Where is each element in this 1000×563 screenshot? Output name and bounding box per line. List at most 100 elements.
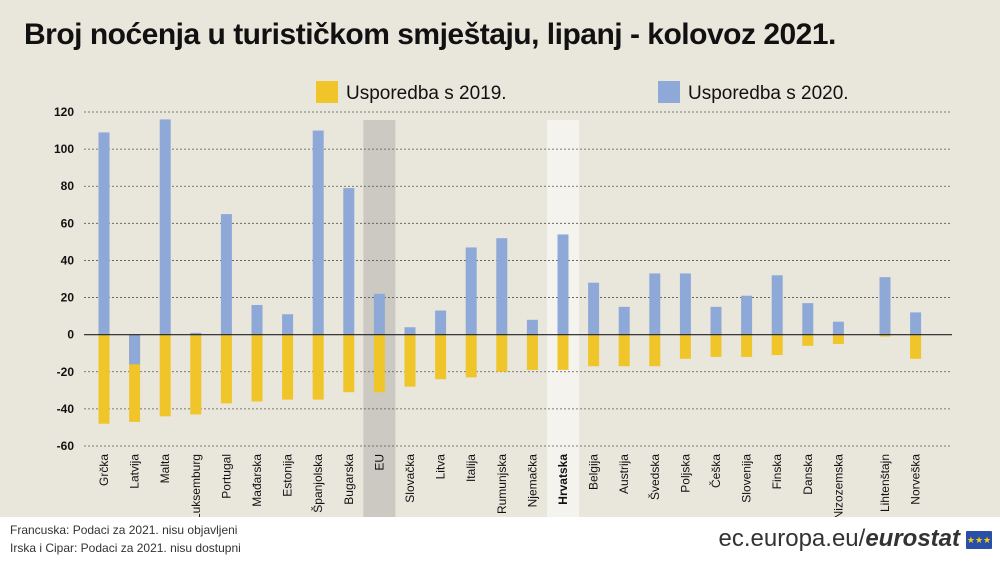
bar-vs2020	[373, 293, 385, 335]
bar-vs2020	[312, 130, 324, 335]
chart-title: Broj noćenja u turističkom smještaju, li…	[24, 18, 836, 51]
bar-vs2020	[343, 188, 355, 335]
bar-vs2019	[343, 334, 355, 393]
bar-vs2019	[710, 334, 722, 357]
category-label: Norveška	[909, 454, 923, 505]
category-label: Švedska	[647, 454, 662, 500]
chart-area: 120 100 80 60 40 20 0 -20 -40 -60 Grčka Latvija Mal…	[54, 81, 952, 517]
bar-vs2019	[771, 334, 783, 356]
bar-vs2019	[741, 334, 753, 357]
category-label: Belgija	[587, 454, 601, 490]
bar-vs2020	[557, 234, 569, 335]
y-tick-label: -20	[57, 365, 75, 379]
bar-vs2020	[679, 273, 691, 335]
y-axis-tick-labels: 120 100 80 60 40 20 0 -20 -40 -60	[54, 105, 74, 453]
bar-vs2019	[404, 334, 416, 387]
category-label: Španjolska	[310, 454, 325, 513]
y-tick-label: 20	[61, 291, 75, 305]
eurostat-site-link[interactable]: ec.europa.eu/eurostat	[719, 525, 960, 553]
category-label: Mađarska	[250, 454, 264, 507]
bar-vs2019	[832, 334, 844, 344]
bar-vs2019	[879, 334, 891, 337]
category-label: Slovačka	[403, 454, 417, 503]
category-label: Danska	[801, 454, 815, 495]
y-tick-label: 120	[54, 105, 74, 119]
category-label: Rumunjska	[495, 454, 509, 514]
legend-swatch-vs2020	[658, 81, 680, 103]
bar-vs2019	[251, 334, 263, 402]
site-brand: eurostat	[865, 525, 960, 552]
legend-label-vs2019: Usporedba s 2019.	[346, 83, 507, 104]
bar-vs2019	[190, 334, 202, 415]
bar-vs2020	[404, 327, 416, 335]
category-label: Finska	[770, 454, 784, 490]
bar-vs2019	[649, 334, 661, 367]
bar-vs2019	[588, 334, 600, 367]
bar-vs2019	[220, 334, 232, 404]
bar-vs2019	[526, 334, 538, 370]
bar-vs2020	[129, 334, 141, 365]
bar-vs2019	[129, 334, 141, 422]
bar-vs2020	[159, 119, 171, 335]
category-label: Bugarska	[342, 454, 356, 505]
y-tick-label: -60	[57, 439, 75, 453]
bar-vs2019	[618, 334, 630, 367]
category-label: Malta	[158, 454, 172, 484]
category-label: Austrija	[617, 454, 631, 494]
y-tick-label: 80	[61, 179, 75, 193]
category-label: Italija	[464, 454, 478, 482]
bar-vs2019	[910, 334, 922, 359]
category-label: Njemačka	[525, 454, 539, 508]
category-label: Estonija	[281, 454, 295, 497]
bar-vs2020	[771, 275, 783, 335]
bar-vs2020	[190, 332, 202, 335]
bar-vs2019	[312, 334, 324, 400]
bar-vs2020	[496, 238, 508, 335]
eu-flag-icon: ★★★	[966, 531, 992, 549]
bar-vs2019	[557, 334, 569, 370]
category-label: Češka	[708, 454, 723, 488]
category-label: Luksemburg	[189, 454, 203, 517]
footnote-france: Francuska: Podaci za 2021. nisu objavlje…	[10, 523, 238, 537]
y-tick-label: 60	[61, 216, 75, 230]
bar-vs2020	[435, 310, 447, 335]
bar-vs2020	[710, 306, 722, 335]
x-axis-category-labels: Grčka Latvija Malta Luksemburg Portugal Mađar…	[97, 454, 923, 517]
category-label: Portugal	[219, 454, 233, 499]
y-tick-label: 100	[54, 142, 74, 156]
bar-vs2020	[465, 247, 477, 335]
legend: Usporedba s 2019. Usporedba s 2020.	[316, 81, 849, 104]
category-label: Grčka	[97, 454, 111, 486]
bars	[98, 119, 922, 424]
y-tick-label: -40	[57, 402, 75, 416]
category-label: Hrvatska	[556, 454, 570, 505]
category-label: Lihtenštajn	[878, 454, 892, 512]
bar-vs2019	[282, 334, 294, 400]
y-tick-label: 0	[67, 328, 74, 342]
bar-vs2019	[802, 334, 814, 346]
legend-label-vs2020: Usporedba s 2020.	[688, 83, 849, 104]
bar-vs2020	[649, 273, 661, 335]
legend-swatch-vs2019	[316, 81, 338, 103]
y-tick-label: 40	[61, 253, 75, 267]
bar-vs2019	[435, 334, 447, 380]
bar-vs2019	[496, 334, 508, 372]
bar-vs2019	[98, 334, 110, 424]
bar-vs2020	[282, 314, 294, 335]
bar-vs2020	[832, 321, 844, 335]
bar-vs2019	[373, 334, 385, 393]
category-label: Latvija	[128, 454, 142, 489]
bar-vs2020	[526, 319, 538, 335]
category-label: Poljska	[678, 454, 692, 493]
bar-vs2019	[679, 334, 691, 359]
bar-vs2020	[618, 306, 630, 335]
bar-vs2020	[879, 277, 891, 335]
bar-vs2019	[159, 334, 171, 417]
bar-vs2020	[98, 132, 110, 335]
gridlines	[84, 111, 952, 447]
bar-vs2020	[251, 304, 263, 335]
bar-vs2020	[741, 295, 753, 335]
category-label: Slovenija	[740, 454, 754, 503]
bar-vs2020	[588, 282, 600, 335]
site-prefix: ec.europa.eu/	[718, 525, 866, 552]
